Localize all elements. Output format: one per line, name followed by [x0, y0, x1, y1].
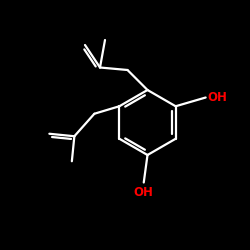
- Text: OH: OH: [208, 91, 227, 104]
- Text: OH: OH: [134, 186, 154, 198]
